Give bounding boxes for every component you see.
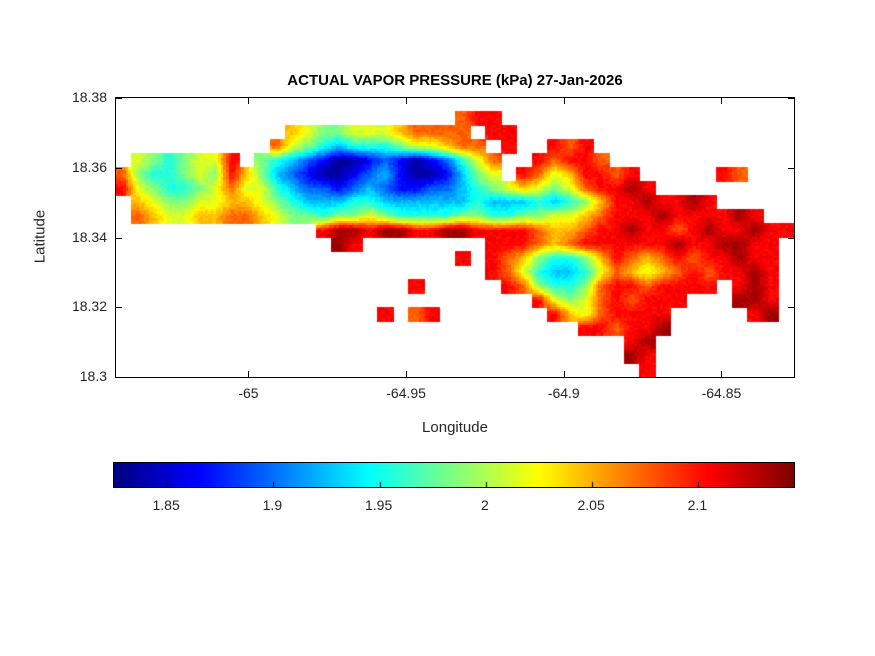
- colorbar-tick-label: 2.1: [687, 497, 708, 513]
- x-tick-mark: [406, 98, 407, 104]
- y-tick-mark: [116, 377, 122, 378]
- colorbar-border: [113, 462, 795, 488]
- heatmap-canvas: [116, 98, 794, 377]
- colorbar-tick-label: 1.95: [365, 497, 393, 513]
- x-tick-mark: [248, 98, 249, 104]
- y-tick-label: 18.34: [71, 228, 107, 245]
- y-tick-label: 18.36: [71, 158, 107, 175]
- y-tick-mark: [116, 238, 122, 239]
- x-tick-mark: [721, 98, 722, 104]
- x-tick-label: -65: [238, 385, 259, 401]
- y-tick-mark: [788, 238, 794, 239]
- y-tick-mark: [788, 307, 794, 308]
- y-tick-mark: [116, 98, 122, 99]
- figure-title: ACTUAL VAPOR PRESSURE (kPa) 27-Jan-2026: [287, 72, 623, 89]
- y-tick-mark: [116, 307, 122, 308]
- colorbar-tick-label: 2: [480, 497, 489, 513]
- x-tick-label: -64.95: [386, 385, 426, 401]
- x-axis-label: Longitude: [422, 419, 488, 436]
- colorbar-tick-label: 2.05: [577, 497, 605, 513]
- x-tick-label: -64.9: [547, 385, 580, 401]
- x-tick-label: -64.85: [701, 385, 742, 401]
- x-tick-mark: [721, 371, 722, 377]
- y-tick-mark: [116, 168, 122, 169]
- y-tick-mark: [788, 377, 794, 378]
- y-tick-label: 18.32: [71, 298, 107, 315]
- x-tick-mark: [564, 98, 565, 104]
- x-tick-mark: [248, 371, 249, 377]
- colorbar-tick-label: 1.85: [152, 497, 180, 513]
- x-tick-mark: [564, 371, 565, 377]
- colorbar-canvas: [114, 463, 794, 487]
- x-tick-mark: [406, 371, 407, 377]
- y-tick-mark: [788, 168, 794, 169]
- y-tick-label: 18.3: [79, 368, 107, 384]
- plot-axes-border: [115, 97, 795, 378]
- colorbar-tick-label: 1.9: [262, 497, 283, 513]
- y-tick-mark: [788, 98, 794, 99]
- y-tick-label: 18.38: [71, 89, 107, 105]
